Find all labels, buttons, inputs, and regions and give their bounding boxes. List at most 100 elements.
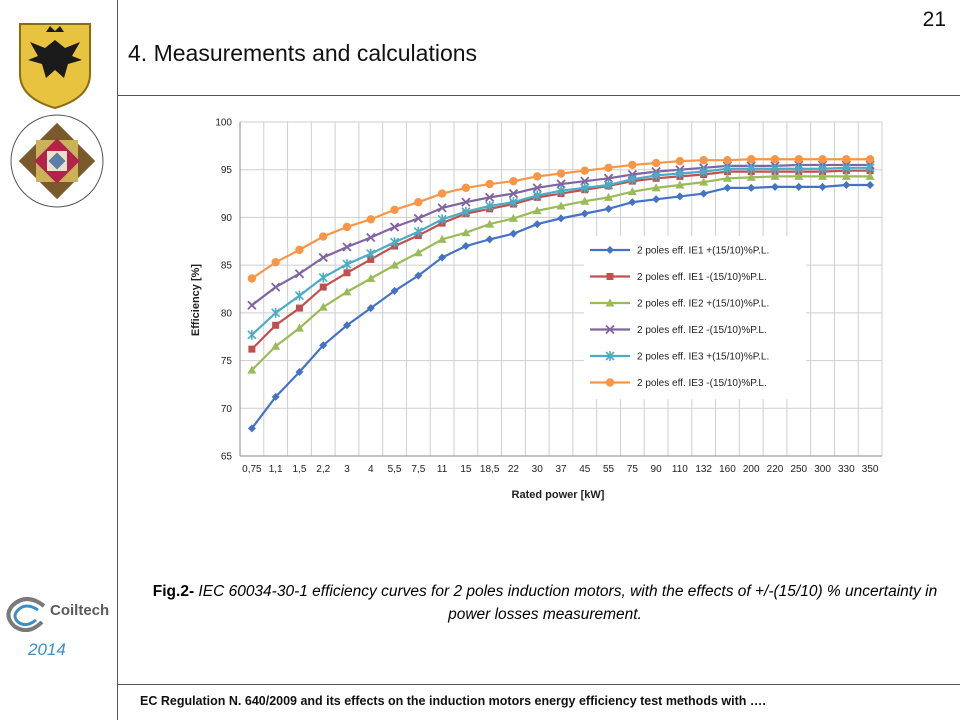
x-tick-label: 250 (790, 464, 807, 475)
data-point (485, 219, 495, 228)
data-point (628, 198, 637, 207)
x-tick-label: 11 (437, 464, 448, 475)
data-point (294, 269, 305, 279)
faculty-logo-icon (10, 114, 104, 208)
legend-entry: 2 poles eff. IE1 +(15/10)%P.L. (590, 246, 769, 257)
figure-label: Fig.2- (152, 583, 195, 600)
data-point (580, 166, 589, 175)
x-tick-label: 7,5 (411, 464, 425, 475)
data-point (295, 245, 304, 255)
x-tick-label: 200 (743, 464, 760, 475)
data-point (343, 321, 351, 330)
x-tick-label: 1,1 (269, 464, 283, 475)
data-point (722, 163, 733, 174)
legend-label: 2 poles eff. IE2 +(15/10)%P.L. (637, 299, 769, 310)
legend-layer: 2 poles eff. IE1 +(15/10)%P.L. 2 poles ef… (584, 236, 806, 399)
data-point (818, 155, 827, 164)
legend-box (584, 236, 806, 399)
x-tick-label: 30 (532, 464, 544, 475)
x-tick-label: 75 (627, 464, 639, 475)
legend-swatch-marker (605, 298, 615, 307)
data-point (247, 329, 257, 340)
legend-entry: 2 poles eff. IE1 -(15/10)%P.L. (590, 272, 767, 283)
coiltech-swirl-icon (6, 597, 46, 632)
data-point (271, 392, 280, 401)
x-tick-label: 18,5 (480, 464, 500, 475)
data-point (532, 206, 542, 215)
legend-swatch-marker (606, 273, 614, 280)
data-point (437, 214, 447, 225)
data-point (437, 234, 447, 243)
data-point (247, 424, 256, 433)
footer-divider (117, 684, 960, 685)
series-1 (247, 180, 875, 433)
x-tick-label: 22 (508, 464, 520, 475)
legend-entry: 2 poles eff. IE3 -(15/10)%P.L. (590, 378, 767, 389)
data-point (485, 179, 494, 189)
data-point (604, 192, 614, 201)
x-tick-label: 4 (368, 464, 374, 475)
data-point (794, 171, 804, 180)
data-point (865, 162, 875, 173)
data-point (771, 182, 779, 191)
data-point (366, 232, 376, 243)
x-tick-label: 45 (579, 464, 591, 475)
data-point (319, 232, 328, 241)
data-point (509, 176, 518, 186)
legend-entry: 2 poles eff. IE3 +(15/10)%P.L. (590, 351, 769, 363)
figure-caption: Fig.2- IEC 60034-30-1 efficiency curves … (150, 580, 940, 626)
data-point (461, 206, 471, 217)
data-point (272, 321, 280, 329)
legend-label: 2 poles eff. IE2 -(15/10)%P.L. (637, 325, 767, 336)
x-tick-label: 3 (344, 464, 350, 475)
footer-text: EC Regulation N. 640/2009 and its effect… (140, 694, 766, 708)
legend-label: 2 poles eff. IE1 -(15/10)%P.L. (637, 272, 767, 283)
data-point (248, 345, 256, 353)
x-tick-label: 2,2 (316, 464, 330, 475)
data-point (770, 163, 780, 174)
legend-label: 2 poles eff. IE3 +(15/10)%P.L. (637, 352, 769, 363)
data-point (746, 163, 756, 174)
data-point (770, 155, 780, 164)
data-point (556, 179, 566, 189)
page-number: 21 (922, 8, 946, 31)
x-tick-label: 220 (767, 464, 784, 475)
legend-swatch-marker (605, 378, 615, 387)
data-point (295, 368, 304, 377)
data-point (604, 163, 613, 173)
x-tick-label: 132 (695, 464, 712, 475)
data-point (294, 323, 304, 332)
data-point (794, 182, 803, 191)
data-point (318, 252, 328, 263)
year-label: 2014 (28, 640, 66, 659)
data-point (865, 155, 875, 164)
header-divider (117, 95, 960, 96)
data-point (461, 228, 471, 237)
data-point (651, 170, 661, 181)
legend-entry: 2 poles eff. IE2 -(15/10)%P.L. (590, 324, 767, 336)
left-sidebar: Coiltech 2014 (0, 0, 117, 720)
y-tick-label: 70 (221, 404, 233, 415)
x-tick-label: 5,5 (388, 464, 402, 475)
x-tick-label: 330 (838, 464, 855, 475)
data-point (342, 287, 352, 296)
data-point (556, 201, 566, 210)
data-point (295, 304, 303, 312)
x-tick-label: 0,75 (242, 464, 262, 475)
data-point (342, 259, 352, 270)
data-point (841, 171, 851, 180)
data-point (699, 189, 708, 198)
data-point (580, 209, 589, 218)
data-point (817, 163, 828, 174)
data-point (699, 155, 708, 165)
page-title: 4. Measurements and calculations (128, 40, 478, 66)
data-point (603, 179, 614, 190)
data-point (794, 163, 804, 174)
data-point (533, 220, 542, 229)
data-point (414, 271, 423, 280)
data-point (699, 177, 709, 186)
data-point (533, 172, 542, 181)
data-point (366, 274, 376, 283)
data-point (627, 174, 637, 185)
data-point (580, 196, 590, 205)
